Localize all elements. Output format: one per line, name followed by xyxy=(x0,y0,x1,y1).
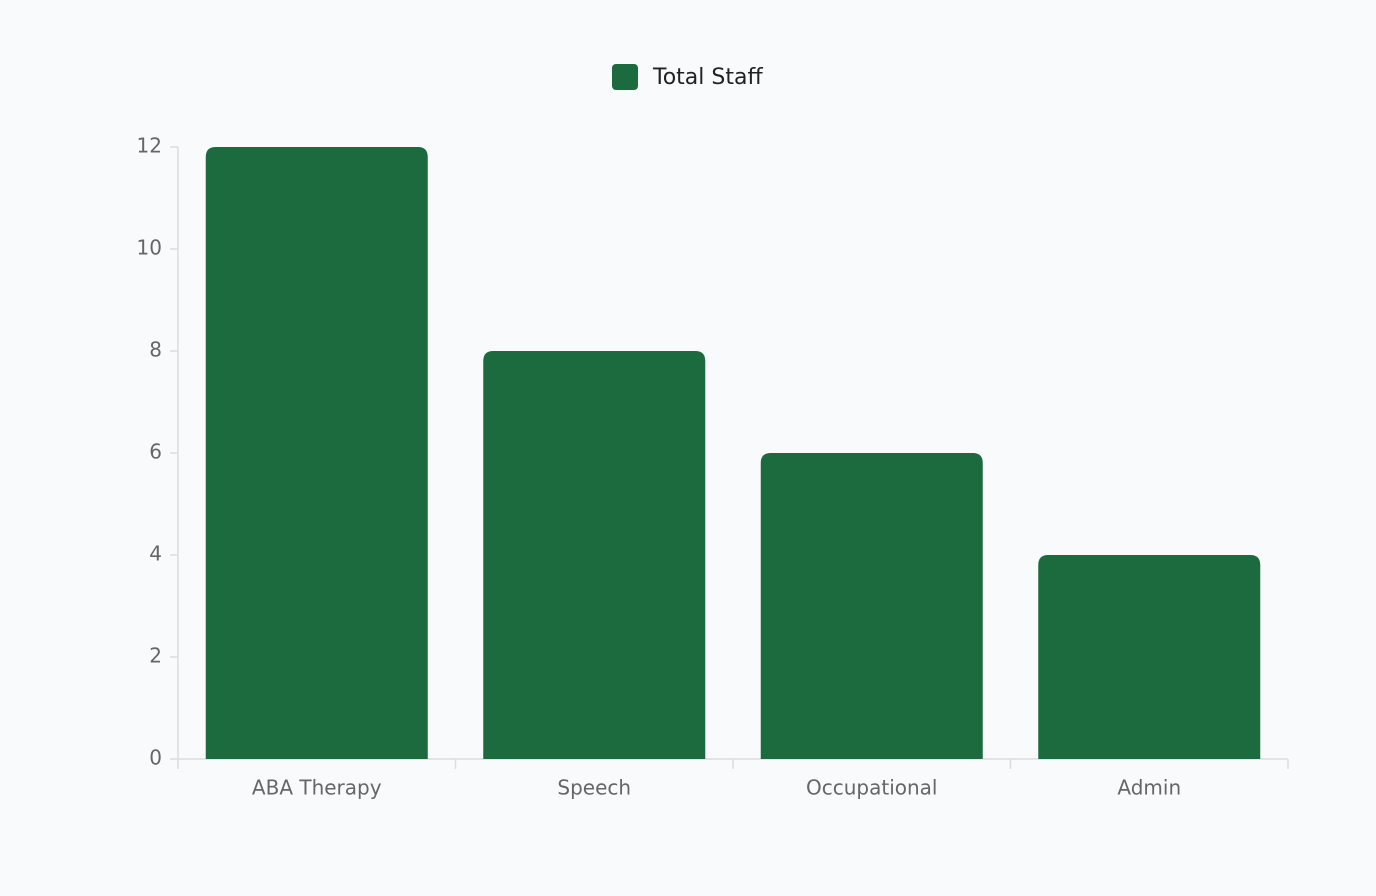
x-tick-label: Speech xyxy=(557,776,631,800)
x-tick-label: Admin xyxy=(1117,776,1181,800)
y-tick-label: 4 xyxy=(149,542,162,566)
legend-swatch xyxy=(612,64,638,90)
bar xyxy=(205,147,428,759)
y-tick-label: 0 xyxy=(149,746,162,770)
bar xyxy=(760,453,983,759)
y-tick-label: 8 xyxy=(149,338,162,362)
x-tick-label: Occupational xyxy=(806,776,937,800)
y-tick-label: 12 xyxy=(137,134,162,158)
y-tick-label: 2 xyxy=(149,644,162,668)
bar xyxy=(483,351,706,759)
y-tick-label: 10 xyxy=(137,236,162,260)
x-tick-label: ABA Therapy xyxy=(252,776,382,800)
bar xyxy=(1038,555,1261,759)
legend-label: Total Staff xyxy=(652,65,763,90)
y-tick-label: 6 xyxy=(149,440,162,464)
